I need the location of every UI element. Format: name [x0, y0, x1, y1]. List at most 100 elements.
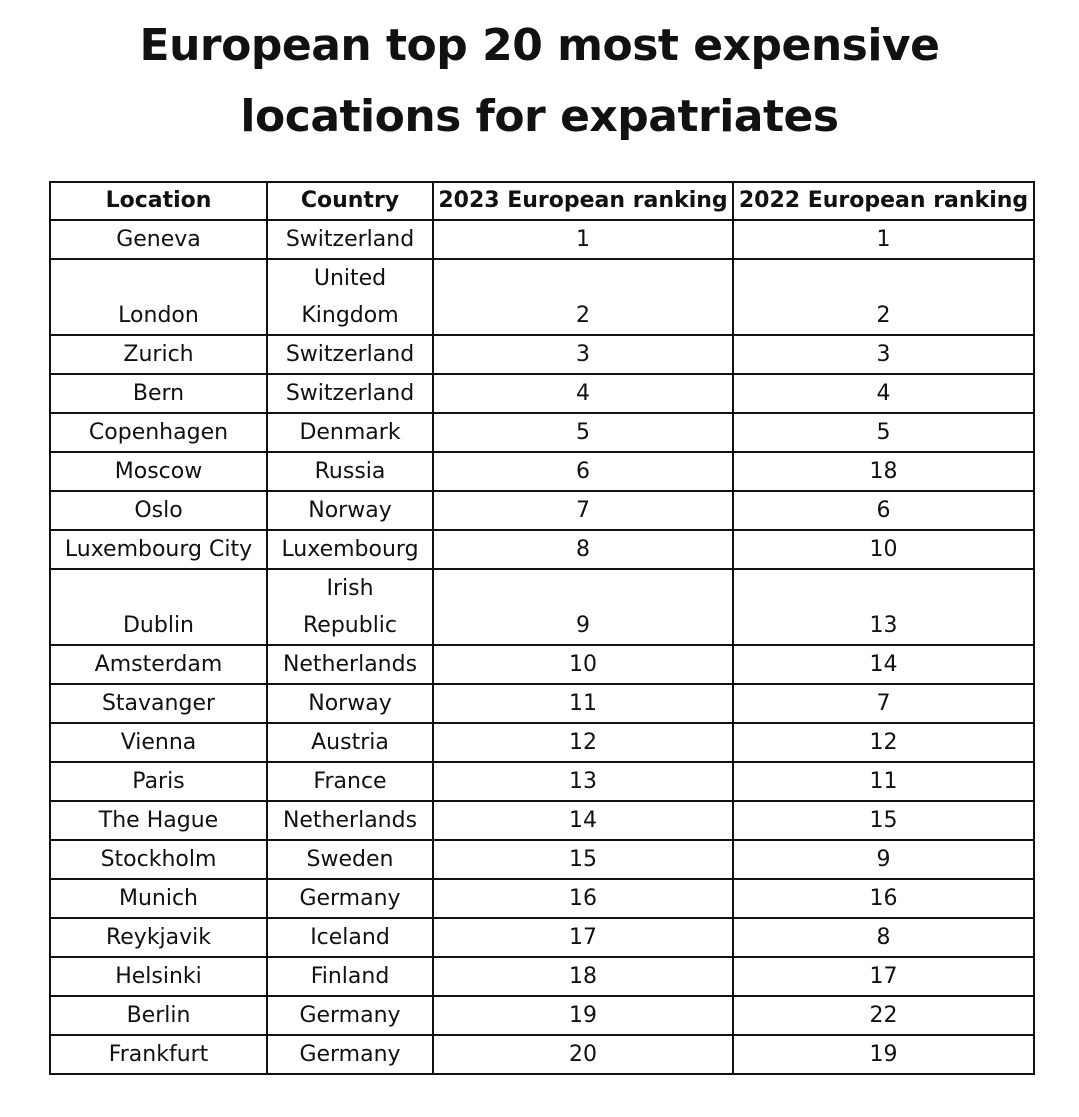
cell-rank-2023: 2 — [432, 258, 734, 336]
cell-rank-2023: 15 — [432, 839, 734, 880]
cell-country: Finland — [266, 956, 434, 997]
cell-location: Geneva — [49, 219, 268, 260]
table-row: Moscow Russia 6 18 — [49, 451, 1035, 492]
cell-location: Paris — [49, 761, 268, 802]
cell-country-line: Kingdom — [301, 303, 399, 328]
cell-rank-2022: 6 — [732, 490, 1035, 531]
header-2023-ranking: 2023 European ranking — [432, 181, 734, 221]
table-row: The Hague Netherlands 14 15 — [49, 800, 1035, 841]
cell-location: Luxembourg City — [49, 529, 268, 570]
cell-rank-2022: 12 — [732, 722, 1035, 763]
cell-rank-2022: 9 — [732, 839, 1035, 880]
table-row: Berlin Germany 19 22 — [49, 995, 1035, 1036]
cell-rank-2022: 10 — [732, 529, 1035, 570]
table-row: Vienna Austria 12 12 — [49, 722, 1035, 763]
cell-rank-2022: 8 — [732, 917, 1035, 958]
title-line-2: locations for expatriates — [240, 91, 839, 142]
cell-rank-2023: 14 — [432, 800, 734, 841]
cell-location: Helsinki — [49, 956, 268, 997]
cell-country: Austria — [266, 722, 434, 763]
cell-rank-2022: 3 — [732, 334, 1035, 375]
cell-rank-2022: 7 — [732, 683, 1035, 724]
cell-location: Stockholm — [49, 839, 268, 880]
cell-rank-2023: 19 — [432, 995, 734, 1036]
cell-rank-2023: 1 — [432, 219, 734, 260]
cell-rank-2023: 20 — [432, 1034, 734, 1075]
cell-rank-2022: 16 — [732, 878, 1035, 919]
table-row: Helsinki Finland 18 17 — [49, 956, 1035, 997]
cell-rank-2022: 11 — [732, 761, 1035, 802]
cell-rank-2023: 18 — [432, 956, 734, 997]
cell-rank-2022: 22 — [732, 995, 1035, 1036]
cell-rank-2022: 17 — [732, 956, 1035, 997]
cell-rank-2023: 6 — [432, 451, 734, 492]
cell-country: Norway — [266, 490, 434, 531]
cell-rank-2022: 19 — [732, 1034, 1035, 1075]
cell-rank-2023: 13 — [432, 761, 734, 802]
cell-rank-2022: 2 — [732, 258, 1035, 336]
table-row: Oslo Norway 7 6 — [49, 490, 1035, 531]
cell-location: Copenhagen — [49, 412, 268, 453]
cell-country-line: Irish — [326, 576, 374, 601]
title-line-1: European top 20 most expensive — [139, 20, 940, 71]
cell-location: The Hague — [49, 800, 268, 841]
cell-location: Reykjavik — [49, 917, 268, 958]
table-title: European top 20 most expensive locations… — [0, 10, 1079, 152]
cell-country: Norway — [266, 683, 434, 724]
cell-country: Switzerland — [266, 219, 434, 260]
cell-rank-2023: 16 — [432, 878, 734, 919]
cell-country: Netherlands — [266, 800, 434, 841]
cell-country: Sweden — [266, 839, 434, 880]
header-location: Location — [49, 181, 268, 221]
table-row: Luxembourg City Luxembourg 8 10 — [49, 529, 1035, 570]
cell-location: Moscow — [49, 451, 268, 492]
cell-rank-2023: 7 — [432, 490, 734, 531]
cell-country: Switzerland — [266, 334, 434, 375]
cell-country: Irish Republic — [266, 568, 434, 646]
cell-rank-2022: 14 — [732, 644, 1035, 685]
cell-country: Switzerland — [266, 373, 434, 414]
cell-location: London — [49, 258, 268, 336]
cell-country: Germany — [266, 995, 434, 1036]
cell-rank-2023: 11 — [432, 683, 734, 724]
table-row: Zurich Switzerland 3 3 — [49, 334, 1035, 375]
cell-rank-2022: 5 — [732, 412, 1035, 453]
cell-country: Denmark — [266, 412, 434, 453]
table-row: Reykjavik Iceland 17 8 — [49, 917, 1035, 958]
table-header: Location Country 2023 European ranking 2… — [49, 181, 1035, 221]
table-row: Copenhagen Denmark 5 5 — [49, 412, 1035, 453]
cell-rank-2022: 1 — [732, 219, 1035, 260]
cell-rank-2022: 13 — [732, 568, 1035, 646]
header-2022-ranking: 2022 European ranking — [732, 181, 1035, 221]
table-row: Munich Germany 16 16 — [49, 878, 1035, 919]
cell-location: Amsterdam — [49, 644, 268, 685]
table-row: Amsterdam Netherlands 10 14 — [49, 644, 1035, 685]
ranking-table: Location Country 2023 European ranking 2… — [49, 181, 1035, 1075]
cell-country-line: United — [313, 266, 387, 291]
cell-location: Dublin — [49, 568, 268, 646]
cell-country: Russia — [266, 451, 434, 492]
table-row: Paris France 13 11 — [49, 761, 1035, 802]
cell-country: Germany — [266, 1034, 434, 1075]
cell-country-line: Republic — [302, 613, 398, 638]
table-body: Geneva Switzerland 1 1 London United Kingdom 2 2… — [49, 219, 1035, 1075]
cell-location: Oslo — [49, 490, 268, 531]
cell-country: France — [266, 761, 434, 802]
cell-country: Germany — [266, 878, 434, 919]
cell-rank-2023: 8 — [432, 529, 734, 570]
header-country: Country — [266, 181, 434, 221]
cell-rank-2023: 12 — [432, 722, 734, 763]
cell-country: Luxembourg — [266, 529, 434, 570]
cell-rank-2022: 15 — [732, 800, 1035, 841]
cell-location: Berlin — [49, 995, 268, 1036]
cell-location: Munich — [49, 878, 268, 919]
cell-rank-2023: 3 — [432, 334, 734, 375]
cell-location: Vienna — [49, 722, 268, 763]
cell-rank-2023: 4 — [432, 373, 734, 414]
cell-country: United Kingdom — [266, 258, 434, 336]
table-row: Bern Switzerland 4 4 — [49, 373, 1035, 414]
cell-country: Iceland — [266, 917, 434, 958]
table-row: Frankfurt Germany 20 19 — [49, 1034, 1035, 1075]
header-row: Location Country 2023 European ranking 2… — [49, 181, 1035, 221]
cell-rank-2022: 18 — [732, 451, 1035, 492]
